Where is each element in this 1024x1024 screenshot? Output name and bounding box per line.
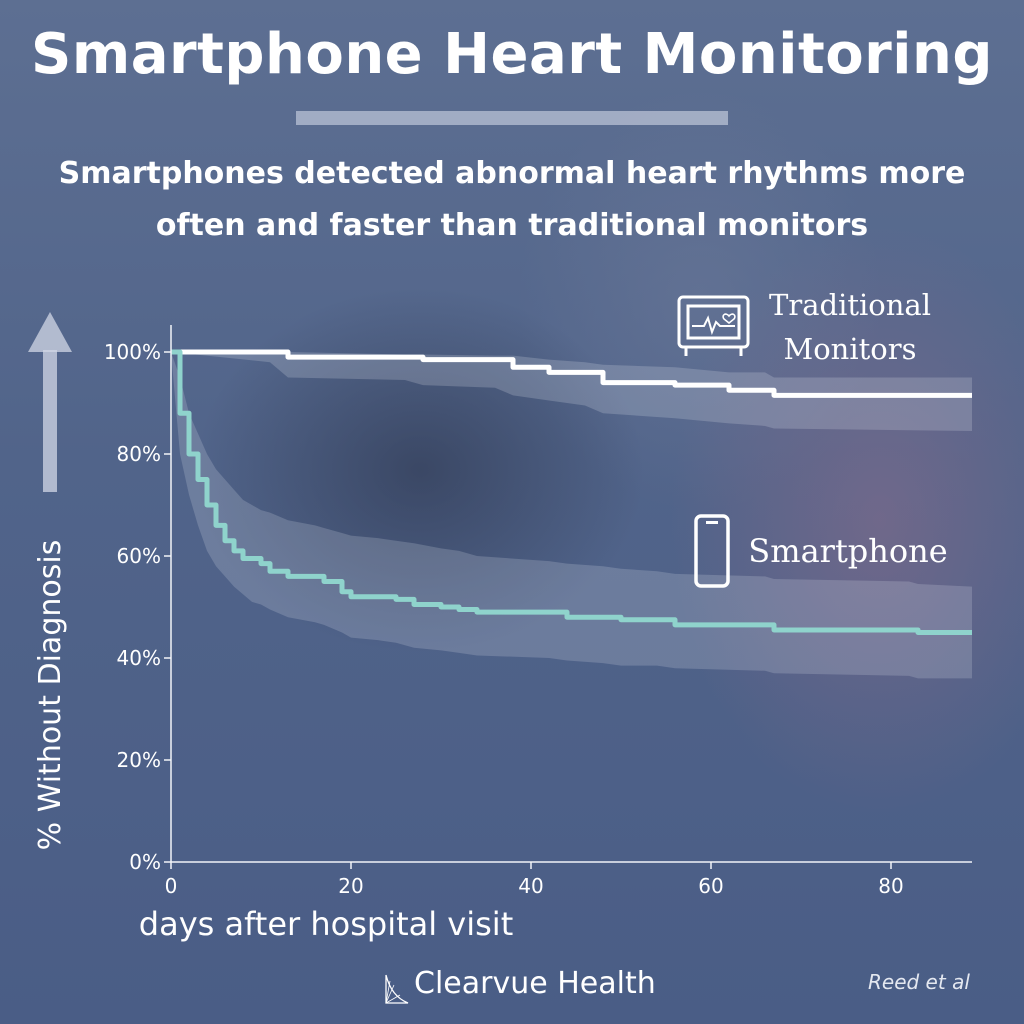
- brand-name: Clearvue Health: [414, 965, 656, 1001]
- up-arrow-icon: [28, 312, 72, 492]
- legend-smartphone: Smartphone: [694, 514, 948, 588]
- legend-label-traditional-line2: Monitors: [784, 332, 917, 366]
- y-tick-label: 20%: [117, 748, 161, 772]
- legend-label-traditional-line1: Traditional: [769, 288, 931, 322]
- x-tick-label: 0: [165, 874, 178, 898]
- title-divider: [296, 111, 728, 125]
- clearvue-logo-icon: [385, 974, 409, 1004]
- y-tick-label: 40%: [117, 646, 161, 670]
- x-tick-label: 80: [878, 874, 903, 898]
- subtitle-line-1: Smartphones detected abnormal heart rhyt…: [58, 156, 966, 191]
- y-tick-label: 80%: [117, 442, 161, 466]
- x-tick-label: 40: [518, 874, 543, 898]
- page-title: Smartphone Heart Monitoring: [31, 22, 993, 87]
- legend-traditional: Traditional Monitors: [677, 288, 931, 366]
- x-tick-label: 60: [698, 874, 723, 898]
- citation: Reed et al: [868, 970, 970, 994]
- y-tick-label: 0%: [129, 850, 161, 874]
- monitor-icon: [677, 295, 750, 356]
- smartphone-icon: [694, 514, 730, 588]
- traditional-monitors-confidence-band: [171, 352, 972, 432]
- chart-axes: [170, 325, 972, 863]
- subtitle-line-2: often and faster than traditional monito…: [155, 208, 869, 243]
- y-tick-label: 60%: [117, 544, 161, 568]
- x-tick-label: 20: [338, 874, 363, 898]
- y-axis-label: % Without Diagnosis: [33, 540, 68, 851]
- page-subtitle: Smartphones detected abnormal heart rhyt…: [0, 148, 1024, 252]
- y-tick-label: 100%: [104, 340, 161, 364]
- smartphone-line: [171, 349, 972, 635]
- traditional-monitors-line: [171, 349, 972, 398]
- legend-label-smartphone: Smartphone: [748, 532, 947, 570]
- x-axis-label: days after hospital visit: [139, 905, 513, 943]
- brand-footer: Clearvue Health: [384, 958, 656, 1008]
